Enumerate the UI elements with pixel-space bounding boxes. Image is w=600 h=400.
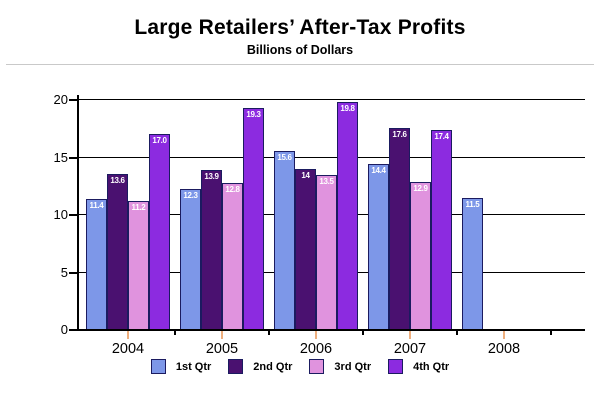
bar-2006-1st-qtr: 15.6: [274, 151, 295, 330]
bar-value-label: 14: [301, 171, 310, 180]
bar-value-label: 17.0: [152, 136, 167, 145]
bar-2005-4th-qtr: 19.3: [243, 108, 264, 330]
x-axis-year-label-2008: 2008: [487, 341, 521, 357]
bar-value-label: 11.4: [89, 201, 104, 210]
x-axis-year-label-2004: 2004: [111, 341, 145, 357]
x-axis-category-tick: [315, 331, 317, 339]
x-axis-category-tick: [503, 331, 505, 339]
legend-swatch-2nd-qtr: [228, 359, 244, 374]
legend-item-3rd-qtr: 3rd Qtr: [309, 359, 371, 374]
legend-swatch-3rd-qtr: [309, 359, 325, 374]
bar-value-label: 17.6: [392, 130, 407, 139]
bar-2008-1st-qtr: 11.5: [462, 198, 483, 330]
legend-label: 1st Qtr: [175, 360, 212, 373]
x-axis-category-tick: [409, 331, 411, 339]
bar-value-label: 12.3: [183, 191, 198, 200]
bar-value-label: 14.4: [371, 166, 386, 175]
bar-2007-1st-qtr: 14.4: [368, 164, 389, 330]
x-axis-minor-tick: [456, 331, 458, 335]
y-axis-label-5: 5: [60, 264, 68, 280]
bar-value-label: 11.5: [465, 200, 480, 209]
bar-2004-3rd-qtr: 11.2: [128, 201, 149, 330]
y-axis-tick-20: [69, 99, 77, 101]
legend-swatch-4th-qtr: [388, 359, 404, 374]
chart-subtitle: Billions of Dollars: [246, 43, 354, 57]
bar-value-label: 19.8: [340, 104, 355, 113]
bar-value-label: 15.6: [277, 153, 292, 162]
y-axis-label-15: 15: [53, 149, 68, 165]
legend-label: 2nd Qtr: [253, 360, 293, 373]
x-axis-line: [76, 329, 585, 331]
bar-2007-3rd-qtr: 12.9: [410, 182, 431, 330]
x-axis-year-label-2005: 2005: [205, 341, 239, 357]
y-axis-tick-15: [69, 156, 77, 159]
legend-item-4th-qtr: 4th Qtr: [388, 359, 449, 374]
legend-label: 3rd Qtr: [334, 360, 372, 373]
title-divider: [6, 64, 594, 65]
x-axis-year-label-2006: 2006: [299, 341, 333, 357]
y-axis-label-20: 20: [53, 92, 68, 107]
bar-2005-2nd-qtr: 13.9: [201, 170, 222, 330]
gridline-20: [78, 99, 585, 100]
bar-2006-4th-qtr: 19.8: [337, 102, 358, 330]
x-axis-year-label-2007: 2007: [393, 341, 427, 357]
y-axis-tick-5: [69, 271, 77, 274]
bar-2007-2nd-qtr: 17.6: [389, 128, 410, 330]
bar-value-label: 17.4: [434, 132, 449, 141]
bar-value-label: 12.9: [413, 184, 428, 193]
y-axis-label-0: 0: [60, 322, 68, 337]
bar-value-label: 13.6: [110, 176, 125, 185]
x-axis-category-tick: [127, 331, 129, 339]
legend-item-2nd-qtr: 2nd Qtr: [228, 359, 292, 374]
x-axis-minor-tick: [550, 331, 552, 335]
bar-2007-4th-qtr: 17.4: [431, 130, 452, 330]
chart-title: Large Retailers’ After-Tax Profits: [134, 16, 466, 39]
bar-2006-2nd-qtr: 14: [295, 169, 316, 330]
bar-value-label: 19.3: [246, 110, 261, 119]
bar-2005-1st-qtr: 12.3: [180, 189, 201, 330]
y-axis-tick-0: [69, 329, 77, 331]
gridline-15: [78, 156, 585, 158]
y-axis-tick-10: [69, 214, 77, 216]
bar-2006-3rd-qtr: 13.5: [316, 175, 337, 330]
bar-2004-1st-qtr: 11.4: [86, 199, 107, 330]
legend-item-1st-qtr: 1st Qtr: [150, 359, 212, 374]
bar-value-label: 11.2: [131, 203, 146, 212]
x-axis-category-tick: [221, 331, 223, 339]
bar-2004-4th-qtr: 17.0: [149, 134, 170, 330]
y-axis-label-10: 10: [53, 207, 68, 222]
y-axis-line: [77, 95, 79, 331]
x-axis-minor-tick: [362, 331, 364, 335]
legend: 1st Qtr 2nd Qtr 3rd Qtr 4th Qtr: [0, 359, 600, 374]
bar-value-label: 13.5: [319, 177, 334, 186]
bar-2005-3rd-qtr: 12.8: [222, 183, 243, 330]
bar-value-label: 13.9: [204, 172, 219, 181]
x-axis-minor-tick: [268, 331, 270, 335]
legend-label: 4th Qtr: [413, 360, 450, 373]
bar-value-label: 12.8: [225, 185, 240, 194]
bar-2004-2nd-qtr: 13.6: [107, 174, 128, 330]
legend-swatch-1st-qtr: [150, 359, 166, 374]
x-axis-minor-tick: [174, 331, 176, 335]
